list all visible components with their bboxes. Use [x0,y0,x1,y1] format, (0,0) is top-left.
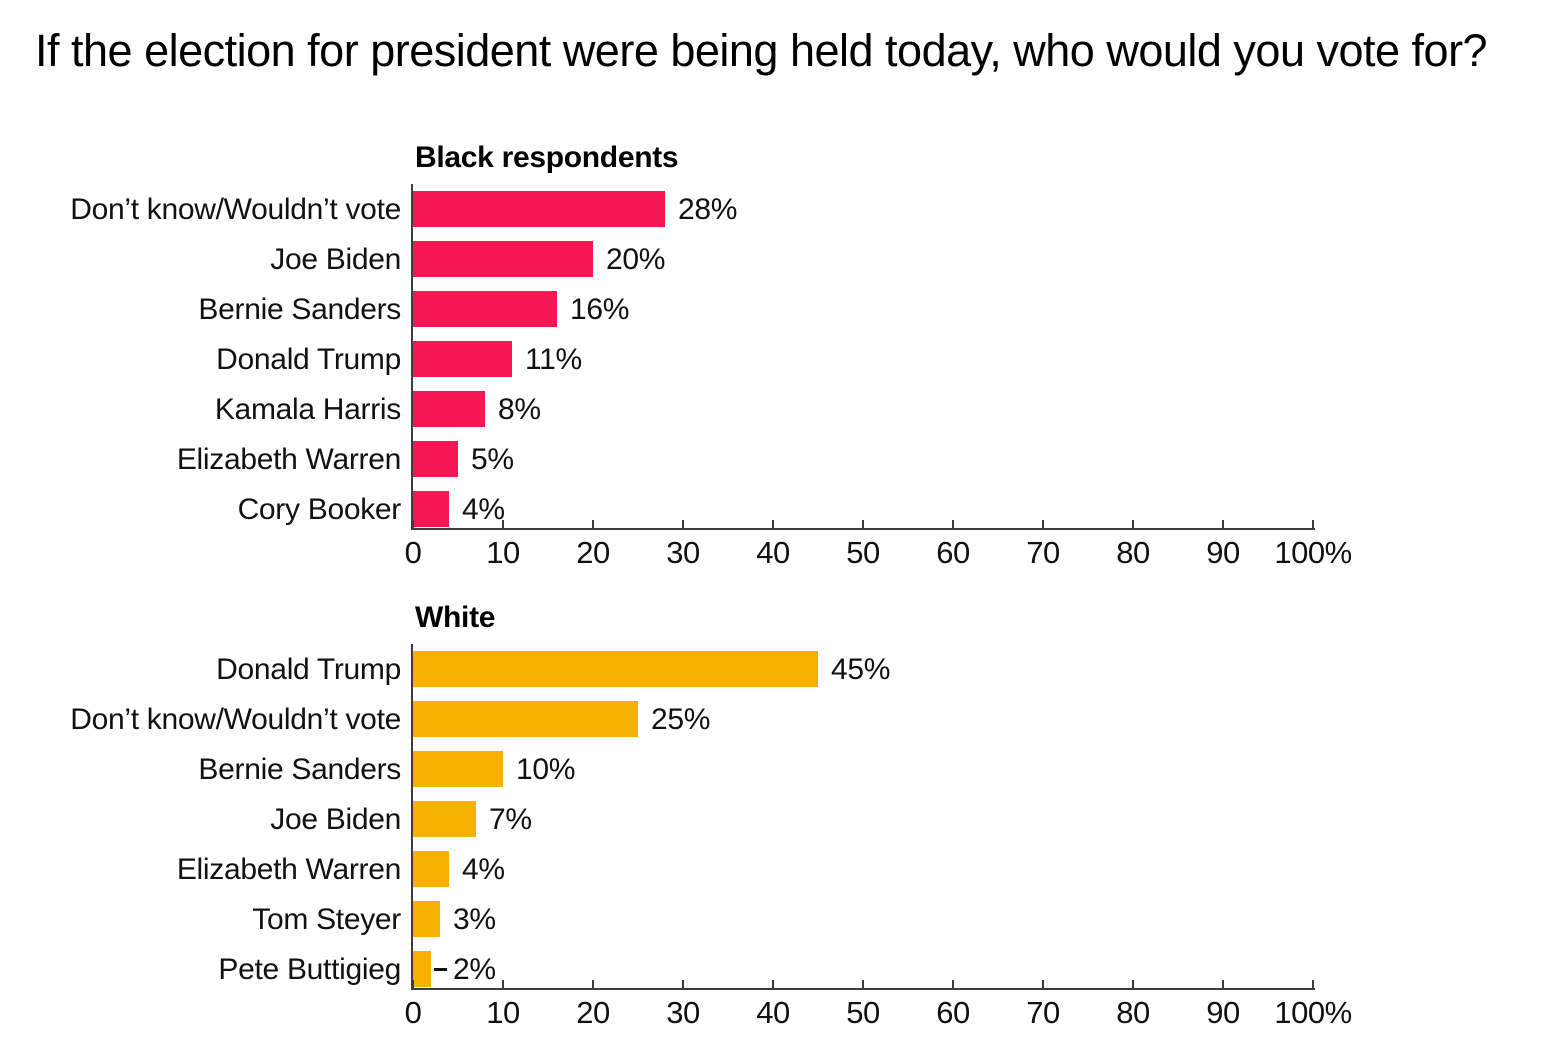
x-axis-tick [1042,980,1044,988]
category-label: Donald Trump [216,343,401,376]
x-axis-tick-label: 70 [1026,995,1060,1030]
bar [413,291,557,327]
x-axis-tick-label: 100% [1274,535,1352,570]
value-label: 7% [489,803,532,836]
x-axis-tick-label: 20 [576,535,610,570]
x-axis-tick-label: 60 [936,535,970,570]
category-label: Joe Biden [270,243,401,276]
x-axis-tick [1042,520,1044,528]
value-label: 20% [606,243,666,276]
bar [413,191,665,227]
plot-area: 28% 20% 16% 11% 8% 5% 4% 0 10 20 30 40 50 60 70 80 90 100… [405,184,1352,570]
x-axis-line [411,528,1315,530]
x-axis-tick [412,980,414,988]
bar [413,491,449,527]
x-axis-tick-label: 50 [846,995,880,1030]
x-axis-tick [772,980,774,988]
chart-subtitle: White [415,601,496,634]
x-axis-tick [1312,980,1314,988]
bar [413,391,485,427]
plot-area: 45% 25% 10% 7% 4% 3% 2% 0 10 20 30 40 50 60 70 80 90 100% [405,644,1352,1030]
label-leader-line [434,968,447,971]
x-axis-tick-label: 90 [1206,995,1240,1030]
bar [413,851,449,887]
value-label: 4% [462,853,505,886]
bar [413,901,440,937]
value-label: 8% [498,393,541,426]
x-axis-tick-label: 60 [936,995,970,1030]
x-axis-tick-label: 10 [486,535,520,570]
x-axis-tick [682,520,684,528]
chart-black-respondents: Black respondents 28% 20% 16% 11% 8% 5% 4% 0 10 2… [0,139,1560,581]
bar [413,241,593,277]
x-axis-tick [772,520,774,528]
x-axis-tick [502,520,504,528]
x-axis-tick [502,980,504,988]
x-axis-tick [1132,520,1134,528]
x-axis-tick-label: 100% [1274,995,1352,1030]
x-axis-tick-label: 30 [666,995,700,1030]
bar [413,751,503,787]
bar [413,441,458,477]
x-axis-tick [862,980,864,988]
category-label: Don’t know/Wouldn’t vote [70,193,401,226]
bar [413,651,818,687]
bar [413,341,512,377]
y-axis-line [411,644,413,990]
x-axis-tick-label: 40 [756,995,790,1030]
category-label: Kamala Harris [214,393,401,426]
value-label: 3% [453,903,496,936]
y-axis-line [411,184,413,530]
category-label: Joe Biden [270,803,401,836]
x-axis-tick [1222,520,1224,528]
x-axis-tick-label: 30 [666,535,700,570]
bar [413,701,638,737]
value-label: 11% [525,343,582,376]
x-axis-tick [592,520,594,528]
x-axis-tick-label: 0 [404,535,422,570]
x-axis-tick-label: 10 [486,995,520,1030]
x-axis-tick [592,980,594,988]
page-title: If the election for president were being… [35,25,1488,76]
category-label: Elizabeth Warren [176,443,401,476]
x-axis-tick [1312,520,1314,528]
x-axis-tick-label: 50 [846,535,880,570]
category-label: Don’t know/Wouldn’t vote [70,703,401,736]
x-axis-tick-label: 0 [404,995,422,1030]
category-label: Elizabeth Warren [176,853,401,886]
value-label: 45% [831,653,891,686]
value-label: 28% [678,193,738,226]
category-label: Cory Booker [237,493,402,526]
chart-subtitle: Black respondents [415,141,679,174]
bar [413,801,476,837]
x-axis-tick [1132,980,1134,988]
x-axis-tick-label: 70 [1026,535,1060,570]
category-label: Bernie Sanders [198,293,401,326]
x-axis-tick [682,980,684,988]
x-axis-tick-label: 20 [576,995,610,1030]
value-label: 5% [471,443,514,476]
category-label: Bernie Sanders [198,753,401,786]
value-label: 25% [651,703,711,736]
value-label: 10% [516,753,576,786]
category-label: Pete Buttigieg [218,953,401,986]
value-label: 16% [570,293,630,326]
value-label: 4% [462,493,505,526]
value-label: 2% [453,953,496,986]
x-axis-tick-label: 80 [1116,995,1150,1030]
x-axis-tick-label: 40 [756,535,790,570]
x-axis-tick [412,520,414,528]
category-label: Donald Trump [216,653,401,686]
x-axis-line [411,988,1315,990]
x-axis-tick [1222,980,1224,988]
chart-white: White 45% 25% 10% 7% 4% 3% 2% 0 10 20 30 40 50 60 70 80… [0,599,1560,1040]
x-axis-tick-label: 90 [1206,535,1240,570]
category-label: Tom Steyer [252,903,401,936]
x-axis-tick [862,520,864,528]
x-axis-tick-label: 80 [1116,535,1150,570]
x-axis-tick [952,520,954,528]
x-axis-tick [952,980,954,988]
bar [413,951,431,987]
